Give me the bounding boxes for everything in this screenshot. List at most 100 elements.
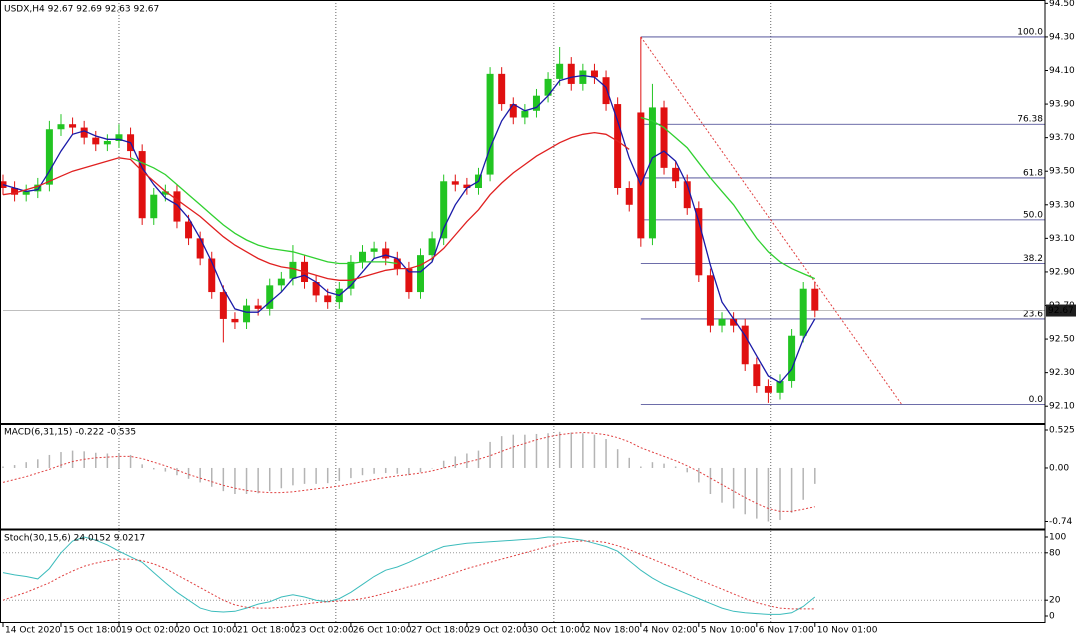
- macd-bar: [315, 467, 317, 484]
- macd-bar: [106, 453, 109, 468]
- macd-bar: [570, 432, 573, 468]
- candle-body: [567, 63, 575, 84]
- macd-bar: [756, 467, 758, 519]
- candle-body: [706, 275, 714, 326]
- macd-bar: [454, 456, 457, 468]
- macd-bar: [535, 433, 538, 468]
- macd-bar: [558, 431, 561, 468]
- x-tick-label: 19 Oct 02:00: [121, 626, 180, 636]
- macd-bar: [686, 467, 688, 473]
- main-title: USDX,H4 92.67 92.69 92.63 92.67: [4, 5, 159, 15]
- candle-body: [92, 137, 100, 145]
- candle-body: [359, 251, 367, 262]
- macd-bar: [790, 467, 793, 513]
- candle-body: [173, 191, 181, 222]
- macd-bar: [408, 467, 410, 476]
- candle-body: [196, 238, 204, 259]
- macd-bar: [141, 464, 143, 468]
- macd-bar: [814, 467, 816, 484]
- macd-bar: [674, 466, 677, 468]
- candle-body: [451, 181, 459, 185]
- candle-body: [243, 305, 251, 323]
- y-tick-label: 92.10: [1049, 402, 1075, 412]
- macd-bar: [524, 434, 526, 468]
- macd-bar: [396, 467, 399, 474]
- candle-body: [161, 191, 169, 195]
- candle-body: [730, 318, 738, 326]
- y-tick-label: 20: [1049, 596, 1061, 606]
- candle-body: [266, 285, 274, 309]
- y-tick-label: 0: [1049, 611, 1055, 621]
- fib-label: 61.8: [1023, 168, 1043, 178]
- candle-body: [69, 124, 77, 128]
- macd-bar: [477, 450, 480, 468]
- candle-body: [602, 77, 610, 105]
- candle-body: [753, 364, 761, 387]
- frame: [0, 0, 1046, 623]
- y-tick-label: 92.50: [1049, 335, 1075, 345]
- candle-body: [683, 181, 691, 209]
- moving-average: [2, 131, 630, 281]
- candle-body: [289, 261, 297, 279]
- fib-label: 50.0: [1023, 210, 1043, 220]
- candle-body: [347, 261, 355, 289]
- x-tick-label: 4 Nov 02:00: [643, 626, 698, 636]
- macd-bar: [767, 467, 770, 522]
- macd-bar: [118, 453, 120, 468]
- candle-body: [718, 318, 726, 326]
- macd-bar: [280, 467, 283, 489]
- macd-bar: [442, 460, 445, 468]
- fib-label: 0.0: [1029, 395, 1044, 405]
- candle-body: [509, 104, 517, 118]
- candle-body: [150, 194, 158, 219]
- candle-body: [660, 107, 668, 168]
- candle-body: [324, 295, 332, 303]
- candle-body: [45, 129, 53, 185]
- candle-body: [440, 181, 448, 239]
- x-tick-label: 20 Oct 10:00: [179, 626, 238, 636]
- x-tick-label: 21 Oct 18:00: [237, 626, 296, 636]
- y-tick-label: 80: [1049, 548, 1061, 558]
- macd-signal: [2, 431, 815, 512]
- macd-bar: [176, 467, 178, 476]
- x-tick-label: 14 Oct 2020: [5, 626, 61, 636]
- macd-bar: [547, 433, 549, 468]
- candle-body: [556, 63, 564, 79]
- macd-bar: [25, 462, 27, 468]
- y-tick-label: 94.10: [1049, 66, 1075, 76]
- x-tick-label: 15 Oct 18:00: [63, 626, 122, 636]
- candle-body: [614, 104, 622, 188]
- macd-bar: [361, 467, 364, 476]
- y-tick-label: 94.50: [1049, 0, 1075, 9]
- candle-body: [799, 288, 807, 336]
- macd-bar: [593, 434, 596, 468]
- macd-bar: [500, 436, 503, 468]
- x-tick-label: 27 Oct 18:00: [411, 626, 470, 636]
- y-tick-label: 93.90: [1049, 100, 1075, 110]
- macd-bar: [732, 467, 735, 509]
- last-price-label: 92.67: [1048, 306, 1074, 316]
- macd-bar: [651, 462, 654, 468]
- fib-label: 38.2: [1023, 254, 1043, 264]
- plot-layer: 100.0 76.38 61.8 50.0 38.2 23.6 0.0: [0, 0, 1045, 622]
- macd-bar: [199, 467, 201, 483]
- candle-body: [185, 221, 193, 239]
- fib-label: 76.38: [1017, 115, 1043, 125]
- candle-body: [231, 318, 239, 323]
- macd-bar: [489, 441, 491, 468]
- candle-body: [741, 325, 749, 365]
- candle-body: [370, 248, 378, 252]
- x-tick-label: 30 Oct 10:00: [527, 626, 586, 636]
- macd-bar: [292, 467, 294, 486]
- candle-body: [776, 381, 784, 393]
- candle-body: [34, 184, 42, 192]
- macd-bar: [60, 452, 62, 468]
- macd-bar: [164, 467, 167, 472]
- moving-average: [130, 116, 816, 280]
- macd-bar: [2, 466, 4, 468]
- macd-bar: [234, 467, 236, 495]
- macd-bar: [373, 467, 375, 474]
- macd-bar: [721, 467, 723, 503]
- candle-body: [22, 191, 30, 195]
